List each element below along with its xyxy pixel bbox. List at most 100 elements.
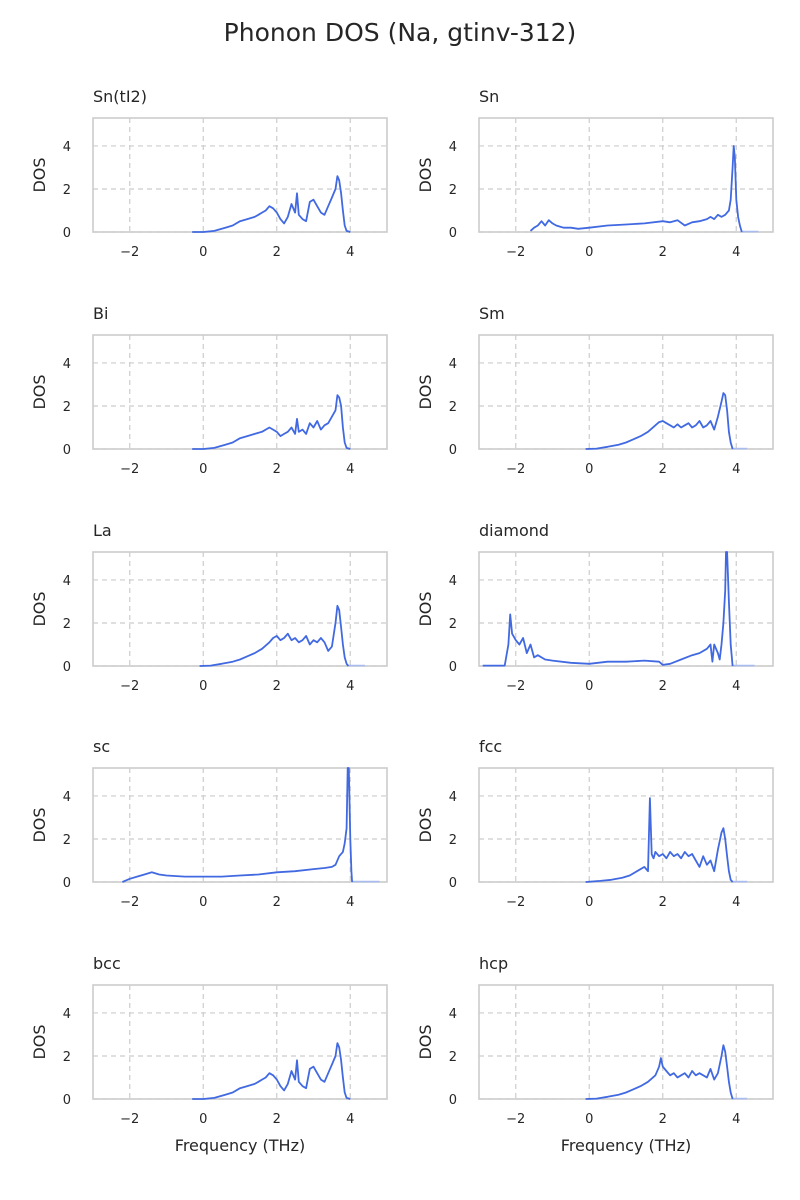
x-tick-label: 2 <box>659 895 667 910</box>
dos-panel-9: −2 0 2 4 0 2 4 bcc DOS Frequency (THz) <box>30 954 388 1155</box>
x-tick-label: 2 <box>659 1112 667 1127</box>
axes-frame <box>92 117 388 233</box>
y-tick-label: 2 <box>63 1050 71 1065</box>
x-tick-label: 4 <box>346 1112 354 1127</box>
y-tick-label: 0 <box>449 226 457 241</box>
y-tick-label: 0 <box>63 660 71 675</box>
y-tick-label: 4 <box>449 140 457 155</box>
x-tick-label: −2 <box>120 679 139 694</box>
y-axis-label: DOS <box>30 1024 49 1059</box>
x-tick-label: 4 <box>346 679 354 694</box>
x-tick-label: −2 <box>120 895 139 910</box>
x-tick-label: 2 <box>273 245 281 260</box>
dos-series-line <box>199 604 350 667</box>
y-tick-label: 0 <box>449 876 457 891</box>
panel-title: hcp <box>479 954 508 973</box>
y-tick-label: 2 <box>449 833 457 848</box>
dos-panel-3: −2 0 2 4 0 2 4 Bi DOS <box>30 304 388 477</box>
x-tick-label: 0 <box>585 462 593 477</box>
y-tick-label: 4 <box>63 1007 71 1022</box>
dos-series-line <box>192 1042 351 1100</box>
x-tick-label: −2 <box>506 1112 525 1127</box>
y-tick-label: 2 <box>63 617 71 632</box>
y-tick-label: 0 <box>63 226 71 241</box>
y-tick-label: 0 <box>63 1093 71 1108</box>
x-tick-label: −2 <box>120 1112 139 1127</box>
axes-frame <box>478 334 774 450</box>
x-tick-label: 4 <box>732 679 740 694</box>
x-tick-label: −2 <box>506 679 525 694</box>
y-tick-label: 0 <box>449 660 457 675</box>
y-axis-label: DOS <box>416 157 435 192</box>
x-tick-label: 0 <box>585 895 593 910</box>
panel-title: Sn(tI2) <box>93 87 147 106</box>
y-axis-label: DOS <box>30 374 49 409</box>
y-tick-label: 0 <box>63 876 71 891</box>
axes-frame <box>478 767 774 883</box>
axes-frame <box>478 984 774 1100</box>
x-tick-label: 0 <box>585 1112 593 1127</box>
y-axis-label: DOS <box>416 591 435 626</box>
x-tick-label: 4 <box>732 245 740 260</box>
y-axis-label: DOS <box>416 807 435 842</box>
panel-title: bcc <box>93 954 121 973</box>
x-tick-label: 2 <box>273 895 281 910</box>
axes-frame <box>92 334 388 450</box>
y-tick-label: 2 <box>449 400 457 415</box>
x-tick-label: 2 <box>659 245 667 260</box>
x-tick-label: 4 <box>346 895 354 910</box>
y-tick-label: 4 <box>449 574 457 589</box>
y-tick-label: 4 <box>63 140 71 155</box>
x-tick-label: 4 <box>346 245 354 260</box>
dos-series-line <box>585 392 734 450</box>
panel-title: fcc <box>479 737 502 756</box>
x-tick-label: 2 <box>273 462 281 477</box>
panel-title: La <box>93 521 112 540</box>
y-tick-label: 2 <box>63 833 71 848</box>
x-tick-label: 4 <box>732 462 740 477</box>
x-tick-label: 4 <box>732 1112 740 1127</box>
dos-panel-8: −2 0 2 4 0 2 4 fcc DOS <box>416 737 774 910</box>
y-axis-label: DOS <box>30 591 49 626</box>
x-tick-label: 0 <box>199 895 207 910</box>
panel-title: diamond <box>479 521 549 540</box>
y-axis-label: DOS <box>30 157 49 192</box>
dos-series-line <box>122 767 353 883</box>
y-tick-label: 2 <box>449 1050 457 1065</box>
x-tick-label: −2 <box>506 895 525 910</box>
figure-title: Phonon DOS (Na, gtinv-312) <box>223 18 577 47</box>
dos-series-line <box>529 145 743 233</box>
panel-title: sc <box>93 737 110 756</box>
dos-series-line <box>585 797 734 883</box>
dos-series-line <box>482 551 734 667</box>
x-tick-label: 0 <box>199 679 207 694</box>
x-tick-label: −2 <box>120 462 139 477</box>
panel-title: Sn <box>479 87 499 106</box>
x-tick-label: 0 <box>585 679 593 694</box>
dos-panel-2: −2 0 2 4 0 2 4 Sn DOS <box>416 87 774 260</box>
x-tick-label: 2 <box>659 679 667 694</box>
dos-panel-5: −2 0 2 4 0 2 4 La DOS <box>30 521 388 694</box>
dos-panel-4: −2 0 2 4 0 2 4 Sm DOS <box>416 304 774 477</box>
y-axis-label: DOS <box>416 374 435 409</box>
axes-frame <box>478 117 774 233</box>
x-tick-label: −2 <box>506 462 525 477</box>
x-axis-label: Frequency (THz) <box>561 1136 691 1155</box>
x-axis-label: Frequency (THz) <box>175 1136 305 1155</box>
dos-panel-1: −2 0 2 4 0 2 4 Sn(tI2) DOS <box>30 87 388 260</box>
dos-series-line <box>192 175 351 233</box>
y-tick-label: 0 <box>449 443 457 458</box>
dos-series-line <box>192 394 351 450</box>
panel-title: Sm <box>479 304 505 323</box>
y-tick-label: 4 <box>63 574 71 589</box>
y-tick-label: 2 <box>449 183 457 198</box>
axes-frame <box>92 984 388 1100</box>
x-tick-label: 0 <box>199 462 207 477</box>
y-tick-label: 4 <box>449 357 457 372</box>
y-tick-label: 2 <box>449 617 457 632</box>
y-tick-label: 0 <box>63 443 71 458</box>
y-tick-label: 2 <box>63 400 71 415</box>
dos-series-line <box>585 1044 734 1100</box>
